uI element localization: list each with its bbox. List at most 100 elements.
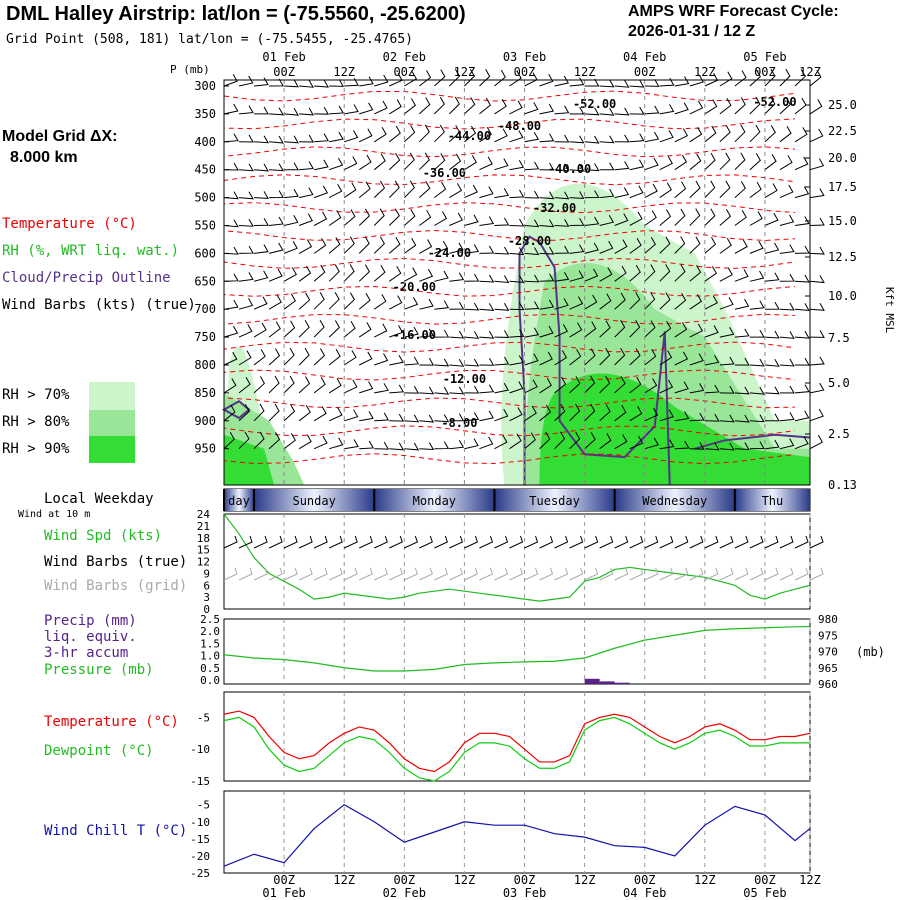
wind-barb xyxy=(373,180,386,198)
wind-barb xyxy=(434,240,449,254)
wind-barb xyxy=(674,440,690,450)
wind-barb xyxy=(599,347,611,366)
wind-barb xyxy=(674,181,687,198)
temperature-contour-line xyxy=(223,285,796,297)
wind-barb xyxy=(449,68,461,87)
wind-barb xyxy=(328,407,343,422)
wind-barb xyxy=(584,107,600,116)
pressure-line xyxy=(223,625,811,672)
wind-barb xyxy=(238,219,254,227)
wind-barb xyxy=(524,190,540,199)
weekday-cell xyxy=(254,489,375,511)
wind-barb xyxy=(283,433,296,450)
forecast-cycle-value: 2026-01-31 / 12 Z xyxy=(628,23,756,40)
wind-barb xyxy=(299,134,314,143)
wind-barb xyxy=(584,78,600,87)
wind-barb xyxy=(779,244,795,254)
wind-barb xyxy=(494,408,509,422)
wind-barb xyxy=(674,128,689,143)
wind-barb xyxy=(268,403,280,422)
wind-barb xyxy=(388,208,400,226)
wind-barb xyxy=(569,403,581,422)
temperature-label: Temperature (°C) xyxy=(44,714,179,730)
wind-barb xyxy=(253,296,268,310)
wind-barb xyxy=(283,293,296,310)
wind-barb xyxy=(704,266,717,282)
wind-barb xyxy=(298,213,313,226)
wind-barb xyxy=(284,107,299,116)
wind-barb xyxy=(238,191,254,200)
wind-barb xyxy=(434,386,450,395)
precip-label-3: 3-hr accum xyxy=(44,645,129,661)
wind-barb xyxy=(629,319,641,338)
height-tick-label: 12.5 xyxy=(828,250,857,264)
precip-label-2: liq. equiv. xyxy=(44,629,137,645)
wind-barb xyxy=(343,156,358,171)
wind-barb xyxy=(374,441,390,450)
wind-barb xyxy=(734,298,750,310)
grid-point-subtitle: Grid Point (508, 181) lat/lon = (-75.545… xyxy=(6,32,413,47)
wind-barb xyxy=(764,153,777,171)
wind-barb xyxy=(449,358,465,367)
hour-label-bottom: 00Z xyxy=(273,873,295,887)
wind-barb-grid xyxy=(283,567,298,581)
wind-barb xyxy=(494,188,510,199)
wind-barb xyxy=(284,162,299,171)
wind-barb xyxy=(764,96,776,115)
wind-barb xyxy=(479,97,491,115)
wind-barb xyxy=(269,216,284,226)
wind-barb xyxy=(644,210,657,226)
wind-barb xyxy=(404,297,419,310)
wind-panel-frame xyxy=(223,513,811,610)
precip-tick-label: 2.0 xyxy=(200,625,220,638)
wind-barb xyxy=(809,158,825,171)
wind-barb xyxy=(764,272,780,282)
wind-barb xyxy=(494,128,508,143)
wind-barb xyxy=(644,157,659,171)
wind-barb xyxy=(343,320,356,338)
wind-barb xyxy=(794,357,810,366)
wind-barb xyxy=(389,442,405,451)
wind-barb xyxy=(809,356,825,366)
wind-barb xyxy=(509,433,522,450)
wind-barb xyxy=(464,125,477,143)
wind-barb xyxy=(253,322,267,338)
wind-barb xyxy=(283,320,296,338)
wind-barb-true xyxy=(374,535,388,549)
height-tick-label: 15.0 xyxy=(828,214,857,228)
wind-barb xyxy=(358,264,370,282)
wind-barb xyxy=(253,270,269,282)
wind-barb xyxy=(584,321,597,338)
wind-barb xyxy=(223,431,235,450)
wind-barb xyxy=(404,237,417,254)
wind-barb xyxy=(389,99,402,115)
weekday-cell xyxy=(734,489,810,511)
wind-barb xyxy=(223,299,239,310)
section-frame xyxy=(223,79,811,486)
wind-barb xyxy=(554,403,566,422)
wind-barb xyxy=(629,106,645,115)
wind-barb xyxy=(283,347,295,366)
wind-barb xyxy=(644,237,656,254)
temperature-contour-line xyxy=(223,257,796,269)
wind-barb-grid xyxy=(599,567,614,581)
wind-barb xyxy=(373,208,385,226)
temperature-contour-line xyxy=(223,229,796,242)
wind-speed-tick-label: 21 xyxy=(197,520,210,533)
wind-chill-line xyxy=(223,803,811,867)
wind-barb xyxy=(373,294,387,310)
wind-barb xyxy=(644,320,656,338)
wind-barb-grid xyxy=(479,567,494,581)
wind-barb xyxy=(373,236,385,254)
wind-barb xyxy=(419,181,431,198)
wind-barb-true xyxy=(794,535,809,549)
wind-barb xyxy=(539,74,554,87)
rh-70-label: RH > 70% xyxy=(2,387,70,403)
wind-barb xyxy=(614,376,626,394)
wind-barb-grid xyxy=(569,567,584,581)
wind-barb xyxy=(464,412,480,422)
wind-barb xyxy=(509,302,525,311)
wind-barb xyxy=(418,97,431,115)
temperature-tick-label: -5 xyxy=(197,711,210,724)
wind-barb xyxy=(419,209,432,226)
